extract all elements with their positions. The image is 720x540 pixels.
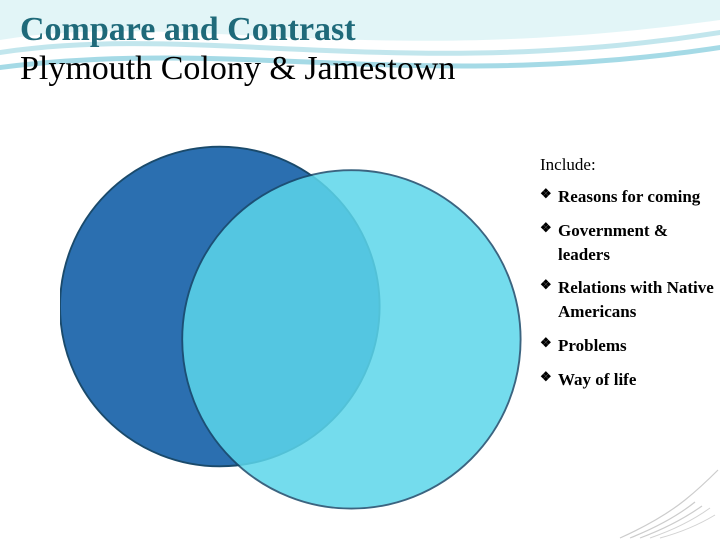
- slide-title: Compare and Contrast Plymouth Colony & J…: [20, 10, 455, 88]
- title-line-1: Compare and Contrast: [20, 10, 455, 49]
- list-item-text: Way of life: [558, 370, 636, 389]
- list-item: Way of life: [540, 368, 715, 392]
- list-item: Government & leaders: [540, 219, 715, 267]
- list-item: Relations with Native Americans: [540, 276, 715, 324]
- title-line-2: Plymouth Colony & Jamestown: [20, 49, 455, 88]
- flourish-path-2: [650, 508, 715, 538]
- venn-right-circle: [182, 170, 520, 508]
- include-heading: Include:: [540, 155, 715, 175]
- list-item: Problems: [540, 334, 715, 358]
- venn-diagram: [60, 130, 530, 530]
- list-item-text: Relations with Native Americans: [558, 278, 714, 321]
- list-item-text: Government & leaders: [558, 221, 668, 264]
- list-item: Reasons for coming: [540, 185, 715, 209]
- flourish-path: [620, 470, 718, 538]
- list-item-text: Problems: [558, 336, 627, 355]
- list-item-text: Reasons for coming: [558, 187, 700, 206]
- include-list: Include: Reasons for coming Government &…: [540, 155, 715, 402]
- corner-flourish: [600, 460, 720, 540]
